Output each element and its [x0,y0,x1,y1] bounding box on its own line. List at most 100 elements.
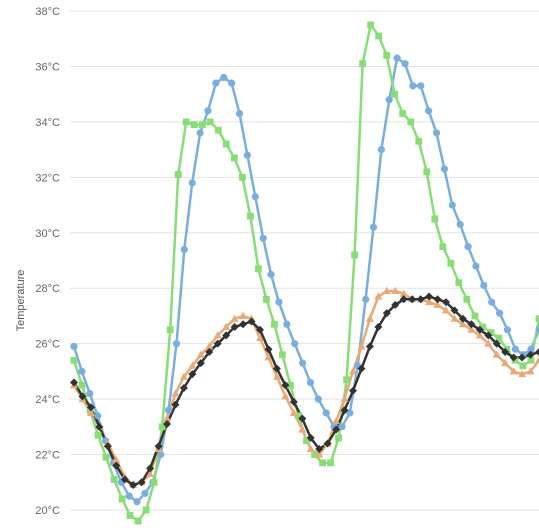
series-2-point [319,459,326,467]
series-4-point [179,384,188,393]
series-lines [72,23,539,523]
series-4-point [442,298,450,307]
series-4-point [163,420,171,429]
series-4-point [315,445,324,454]
series-2-point [415,137,423,145]
series-4-point [408,295,417,304]
series-2-point [102,453,110,461]
y-tick-label: 20°C [35,505,60,517]
series-1-point [180,245,188,254]
series-4-point [272,364,281,373]
series-1-point [346,409,354,417]
series-2-point [391,90,399,98]
series-2-point [198,121,206,129]
series-1-point [251,193,259,201]
series-1-point [275,298,283,306]
series-3-point [112,455,121,464]
series-2-point [375,32,383,40]
series-2-point [78,381,86,389]
series-2-point [238,173,246,181]
series-3-point [365,314,374,322]
series-3-point [272,372,281,380]
series-2-point [527,356,535,364]
series-1-point [488,298,496,306]
series-1-point [425,107,433,115]
series-4-point [281,381,290,390]
series-2-point [158,423,166,431]
series-1-point [188,179,196,187]
series-4-point [306,433,315,442]
series-4-point [289,397,298,406]
series-4-point [230,323,239,332]
series-4-point [86,403,95,412]
series-2-point [487,329,495,336]
series-1-point [243,151,251,159]
series-4-point [433,295,442,304]
series-4-point [467,320,476,329]
series-3-point [171,389,180,397]
series-1-point [385,96,393,104]
series-3-point [518,369,527,378]
series-2-point [150,478,158,486]
series-1-point [480,281,488,290]
series-2-point [303,437,310,445]
series-1-point [228,79,236,87]
series-1-point [535,326,539,334]
series-4-point [112,461,121,470]
series-4-point [501,347,510,356]
series-4-point [78,392,87,401]
series-2-point [463,295,471,303]
series-1-point [78,367,86,375]
series-3-point [256,333,264,342]
series-1-point [322,409,330,417]
series-2-point [70,356,78,364]
series-2-point [254,265,262,273]
series-2-line [72,23,539,523]
series-3-point [213,331,222,339]
series-3-point [458,320,467,328]
series-1-point [409,82,417,90]
series-4-point [239,320,248,329]
series-3-point [501,358,510,367]
y-tick-label: 36°C [35,61,60,73]
series-4-point [120,475,129,484]
series-2-point [134,517,142,525]
series-1-point [495,309,504,317]
series-4-point [213,339,222,348]
series-2-point [335,434,342,442]
series-4-point [205,347,214,356]
series-3-point [163,414,171,422]
series-1-point [70,342,78,351]
series-2-point [367,21,375,29]
series-markers [70,21,539,525]
series-2-point [222,140,230,148]
series-3-point [492,350,501,358]
series-3-point [86,408,95,416]
series-3-point [239,311,248,319]
series-1-point [291,340,299,348]
series-4-point [70,378,78,387]
series-1-point [511,345,519,353]
series-4-point [399,295,408,304]
series-4-point [340,406,349,415]
series-1-point [212,79,220,87]
series-1-point [448,201,456,209]
series-4-point [509,353,518,362]
y-axis-title: Temperature [15,270,27,332]
series-2-point [455,279,463,287]
series-3-point [399,289,408,297]
series-1-point [472,262,480,270]
series-1-point [432,129,441,137]
series-1-point [204,107,212,115]
series-4-point [264,345,273,354]
series-2-point [182,118,190,126]
y-tick-label: 24°C [35,394,60,406]
series-3-point [526,367,535,375]
series-4-point [196,359,205,368]
series-3-point [332,417,341,425]
series-3-point [230,314,239,322]
series-1-point [172,340,181,348]
series-1-point [164,406,173,414]
series-1-line [72,56,539,503]
